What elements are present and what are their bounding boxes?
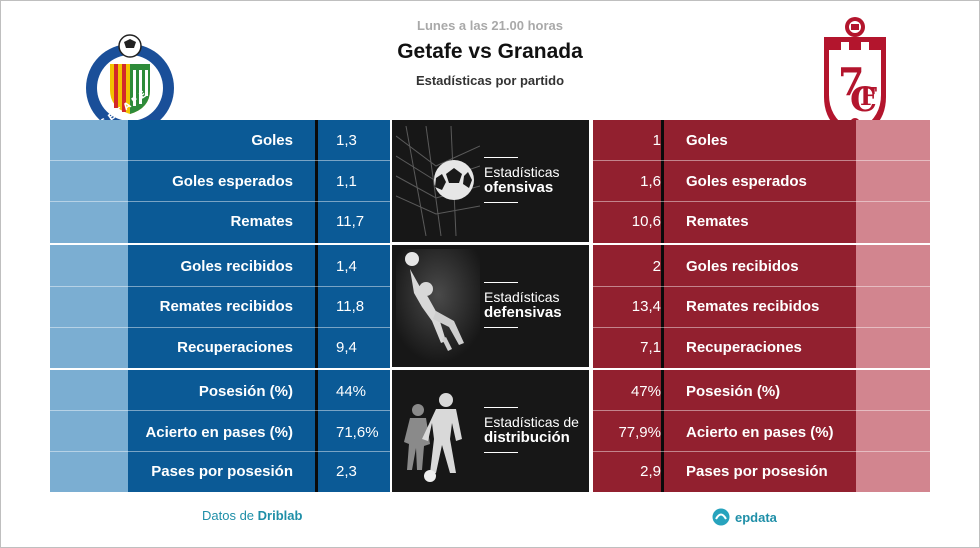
stat-value-away: 2,9 (640, 463, 661, 480)
players-icon (396, 378, 480, 492)
stat-label-away: Remates (686, 213, 749, 230)
stat-label-home: Goles (251, 132, 293, 149)
section-separator (593, 368, 930, 370)
section-banner-title: Estadísticas defensivas (484, 289, 562, 321)
data-source-credit: Datos de Driblab (202, 508, 302, 523)
stat-value-away: 47% (630, 383, 661, 400)
stat-label-away: Posesión (%) (686, 383, 781, 400)
match-subtitle: Estadísticas por partido (415, 73, 565, 88)
row-separator (50, 160, 390, 161)
stat-label-home: Goles esperados (172, 173, 293, 190)
svg-text:C: C (850, 80, 877, 120)
stat-label-home: Remates (230, 213, 293, 230)
row-separator (50, 410, 390, 411)
section-banner-rule (484, 327, 518, 328)
brand-credit: epdata (712, 508, 777, 526)
row-separator (593, 451, 930, 452)
away-side-band (856, 120, 930, 492)
stat-value-away: 1 (652, 132, 661, 149)
stat-value-away: 77,9% (618, 424, 661, 441)
section-banner-title: Estadísticas ofensivas (484, 164, 559, 196)
stat-value-away: 2 (652, 258, 661, 275)
row-separator (50, 327, 390, 328)
section-separator (593, 243, 930, 245)
section-banner-title-bold: defensivas (484, 304, 562, 321)
section-banner-distribution: Estadísticas de distribución (392, 370, 589, 492)
brand-name: epdata (735, 509, 777, 525)
section-banner-offense: Estadísticas ofensivas (392, 120, 589, 242)
stat-value-home: 71,6% (336, 424, 379, 441)
stat-value-home: 2,3 (336, 463, 357, 480)
section-banner-rule (484, 282, 518, 283)
stat-value-home: 11,7 (336, 213, 365, 230)
row-separator (593, 201, 930, 202)
stat-value-away: 13,4 (631, 298, 661, 315)
home-side-band (50, 120, 128, 492)
section-separator (50, 368, 390, 370)
stat-label-home: Pases por posesión (151, 463, 293, 480)
stat-label-away: Acierto en pases (%) (686, 424, 834, 441)
section-banner-title-light: Estadísticas (484, 289, 560, 305)
data-source-name: Driblab (257, 508, 303, 523)
away-value-column (593, 120, 661, 492)
getafe-crest-icon: G E T A F E S.A.D. (80, 34, 180, 149)
section-banner-rule (484, 407, 518, 408)
row-separator (593, 160, 930, 161)
granada-crest-icon: 7 C F (820, 15, 890, 141)
section-separator (50, 243, 390, 245)
stat-value-away: 1,6 (640, 173, 661, 190)
row-separator (50, 451, 390, 452)
away-label-column (664, 120, 856, 492)
match-date: Lunes a las 21.00 horas (417, 18, 563, 33)
section-banner-title-bold: ofensivas (484, 179, 554, 196)
home-divider-line (315, 120, 318, 492)
stat-value-home: 9,4 (336, 339, 357, 356)
row-separator (50, 286, 390, 287)
match-title: Getafe vs Granada (397, 40, 583, 63)
section-banner-rule (484, 452, 518, 453)
data-source-prefix: Datos de (202, 508, 255, 523)
stat-value-away: 10,6 (631, 213, 661, 230)
stat-value-home: 1,3 (336, 132, 357, 149)
stat-label-away: Pases por posesión (686, 463, 828, 480)
soccer-ball-net-icon (395, 125, 481, 241)
away-divider-line (661, 120, 664, 492)
section-banner-title: Estadísticas de distribución (484, 414, 579, 446)
section-banner-title-light: Estadísticas (484, 164, 560, 180)
stat-label-home: Remates recibidos (159, 298, 293, 315)
goalkeeper-icon (396, 249, 480, 367)
stat-label-away: Recuperaciones (686, 339, 802, 356)
section-banner-defense: Estadísticas defensivas (392, 245, 589, 367)
row-separator (50, 201, 390, 202)
stat-label-away: Goles (686, 132, 728, 149)
stat-label-home: Posesión (%) (198, 383, 293, 400)
stat-label-home: Acierto en pases (%) (145, 424, 293, 441)
stat-value-away: 7,1 (640, 339, 661, 356)
section-banner-rule (484, 157, 518, 158)
section-banner-title-light: Estadísticas de (484, 414, 579, 430)
row-separator (593, 327, 930, 328)
stat-value-home: 1,1 (336, 173, 357, 190)
stat-value-home: 44% (336, 383, 367, 400)
svg-text:7: 7 (838, 59, 864, 104)
svg-text:F: F (860, 82, 877, 111)
stat-label-away: Remates recibidos (686, 298, 820, 315)
stat-label-away: Goles recibidos (686, 258, 799, 275)
stat-label-home: Goles recibidos (180, 258, 293, 275)
stat-label-away: Goles esperados (686, 173, 807, 190)
stat-value-home: 11,8 (336, 298, 365, 315)
stat-value-home: 1,4 (336, 258, 357, 275)
home-value-column (318, 120, 390, 492)
section-banner-rule (484, 202, 518, 203)
row-separator (593, 286, 930, 287)
epdata-logo-icon (712, 508, 730, 526)
home-label-column (128, 120, 316, 492)
row-separator (593, 410, 930, 411)
section-banner-title-bold: distribución (484, 429, 570, 446)
stat-label-home: Recuperaciones (177, 339, 293, 356)
